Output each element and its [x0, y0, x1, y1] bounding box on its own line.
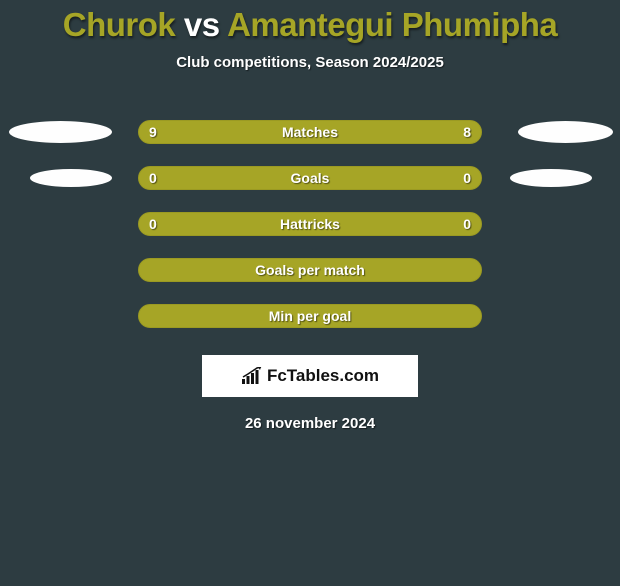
subtitle: Club competitions, Season 2024/2025 [0, 54, 620, 71]
player1-name: Churok [63, 6, 176, 43]
stat-label: Hattricks [280, 216, 340, 232]
stat-label: Min per goal [269, 308, 351, 324]
date-text: 26 november 2024 [0, 415, 620, 432]
right-value: 8 [463, 124, 471, 140]
left-value: 0 [149, 170, 157, 186]
stat-label: Goals per match [255, 262, 365, 278]
stat-bar: 0 Goals 0 [138, 166, 482, 190]
stat-row: 9 Matches 8 [0, 109, 620, 155]
logo-box: FcTables.com [202, 355, 418, 397]
stat-row: Goals per match [0, 247, 620, 293]
stat-label: Matches [282, 124, 338, 140]
vs-text: vs [184, 6, 220, 43]
stat-rows: 9 Matches 8 0 Goals 0 0 Hattricks 0 Goals per mat… [0, 109, 620, 339]
comparison-title: Churok vs Amantegui Phumipha [0, 6, 620, 44]
left-ellipse [30, 169, 112, 187]
right-ellipse [510, 169, 592, 187]
right-ellipse [518, 121, 613, 143]
player2-name: Amantegui Phumipha [227, 6, 557, 43]
stat-bar: 9 Matches 8 [138, 120, 482, 144]
right-value: 0 [463, 170, 471, 186]
stat-row: 0 Hattricks 0 [0, 201, 620, 247]
left-value: 0 [149, 216, 157, 232]
chart-icon [241, 367, 263, 385]
stat-bar: 0 Hattricks 0 [138, 212, 482, 236]
stat-bar: Min per goal [138, 304, 482, 328]
stat-row: Min per goal [0, 293, 620, 339]
stat-row: 0 Goals 0 [0, 155, 620, 201]
stat-bar: Goals per match [138, 258, 482, 282]
right-value: 0 [463, 216, 471, 232]
logo-text: FcTables.com [267, 366, 379, 386]
left-ellipse [9, 121, 112, 143]
stat-label: Goals [291, 170, 330, 186]
left-value: 9 [149, 124, 157, 140]
